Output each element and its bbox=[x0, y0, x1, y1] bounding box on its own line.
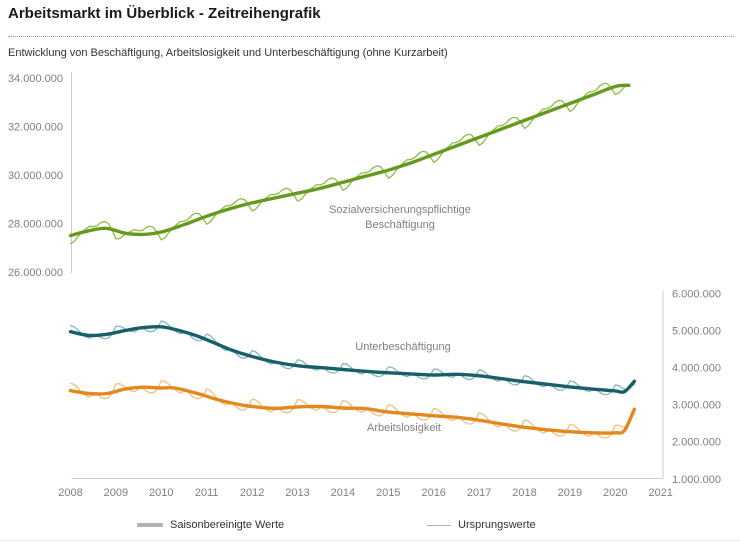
series-line-smooth-0 bbox=[68, 83, 631, 238]
thin-line-swatch-icon bbox=[427, 524, 451, 526]
series-line-smooth-2 bbox=[68, 385, 637, 435]
x-axis-year-label: 2018 bbox=[512, 487, 536, 499]
top-y-tick-label: 28.000.000 bbox=[8, 219, 63, 231]
bottom-y-tick-label: 4.000.000 bbox=[672, 363, 721, 375]
bottom-divider bbox=[0, 540, 740, 541]
x-axis-year-label: 2012 bbox=[240, 487, 264, 499]
top-y-tick-label: 30.000.000 bbox=[8, 170, 63, 182]
bottom-y-tick-label: 1.000.000 bbox=[672, 474, 721, 486]
legend-item-saisonbereinigte-werte[interactable]: Saisonbereinigte Werte bbox=[137, 518, 284, 532]
bottom-y-tick-label: 2.000.000 bbox=[672, 437, 721, 449]
x-axis-year-label: 2014 bbox=[331, 487, 355, 499]
series-label-2: Arbeitslosigkeit bbox=[367, 422, 441, 434]
series-line-original-0 bbox=[69, 82, 630, 245]
bottom-y-tick-label: 3.000.000 bbox=[672, 400, 721, 412]
top-y-tick-label: 32.000.000 bbox=[8, 122, 63, 134]
thick-line-swatch-icon bbox=[137, 523, 163, 527]
x-axis-year-label: 2019 bbox=[558, 487, 582, 499]
series-line-smooth-1 bbox=[68, 324, 637, 395]
bottom-y-tick-label: 6.000.000 bbox=[672, 289, 721, 301]
x-axis-year-label: 2017 bbox=[467, 487, 491, 499]
series-label-1: Unterbeschäftigung bbox=[355, 341, 450, 353]
x-axis-year-label: 2020 bbox=[603, 487, 627, 499]
chart-subtitle: Entwicklung von Beschäftigung, Arbeitslo… bbox=[8, 47, 448, 59]
title-separator bbox=[8, 36, 734, 37]
series-label-0: Beschäftigung bbox=[365, 219, 435, 231]
x-axis-year-label: 2009 bbox=[104, 487, 128, 499]
series-label-0: Sozialversicherungspflichtige bbox=[329, 204, 471, 216]
page-title: Arbeitsmarkt im Überblick - Zeitreihengr… bbox=[8, 5, 321, 22]
x-axis-year-label: 2008 bbox=[58, 487, 82, 499]
x-axis-year-label: 2016 bbox=[421, 487, 445, 499]
legend-label-ursprungswerte: Ursprungswerte bbox=[458, 519, 536, 531]
top-y-tick-label: 34.000.000 bbox=[8, 73, 63, 85]
bottom-y-tick-label: 5.000.000 bbox=[672, 326, 721, 338]
legend-item-ursprungswerte[interactable]: Ursprungswerte bbox=[427, 518, 536, 532]
x-axis-year-label: 2011 bbox=[195, 487, 219, 499]
x-axis-year-label: 2010 bbox=[149, 487, 173, 499]
top-y-tick-label: 26.000.000 bbox=[8, 267, 63, 279]
x-axis-year-label: 2021 bbox=[648, 487, 672, 499]
legend-label-saisonbereinigt: Saisonbereinigte Werte bbox=[170, 519, 285, 531]
x-axis-year-label: 2015 bbox=[376, 487, 400, 499]
x-axis-year-label: 2013 bbox=[285, 487, 309, 499]
